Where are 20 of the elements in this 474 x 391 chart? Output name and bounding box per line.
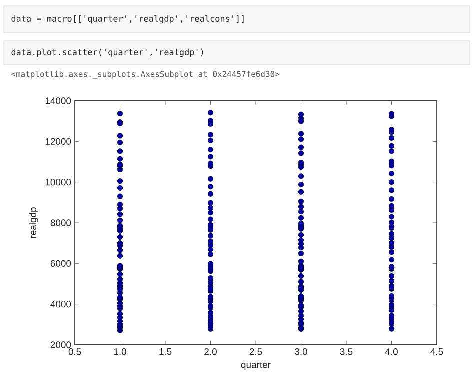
x-tick-label: 1.0 (114, 348, 126, 356)
y-tick-label: 4000 (50, 300, 72, 308)
x-tick-label: 4.0 (385, 348, 398, 356)
y-tick-label: 14000 (46, 98, 72, 104)
y-axis-title: realgdp (30, 208, 38, 238)
x-tick-label: 0.5 (68, 348, 82, 356)
x-tick-label: 2.5 (250, 348, 262, 356)
x-tick-label: 1.5 (160, 348, 172, 356)
x-tick-label: 3.0 (295, 348, 308, 356)
x-tick-label: 3.5 (340, 348, 353, 356)
x-axis-title: quarter (241, 362, 271, 370)
text: data.plot.scatter('quarter','realgdp') (12, 48, 204, 58)
x-tick-label: 2.0 (204, 348, 217, 356)
x-tick-label: 4.5 (430, 348, 444, 356)
y-tick-label: 8000 (50, 220, 72, 226)
y-tick-label: 2000 (50, 342, 72, 348)
text: data = macro[['quarter','realgdp','realcons']] (12, 15, 244, 24)
y-tick-label: 6000 (50, 260, 72, 268)
y-tick-label: 10000 (46, 178, 72, 186)
y-tick-label: 12000 (46, 138, 72, 146)
